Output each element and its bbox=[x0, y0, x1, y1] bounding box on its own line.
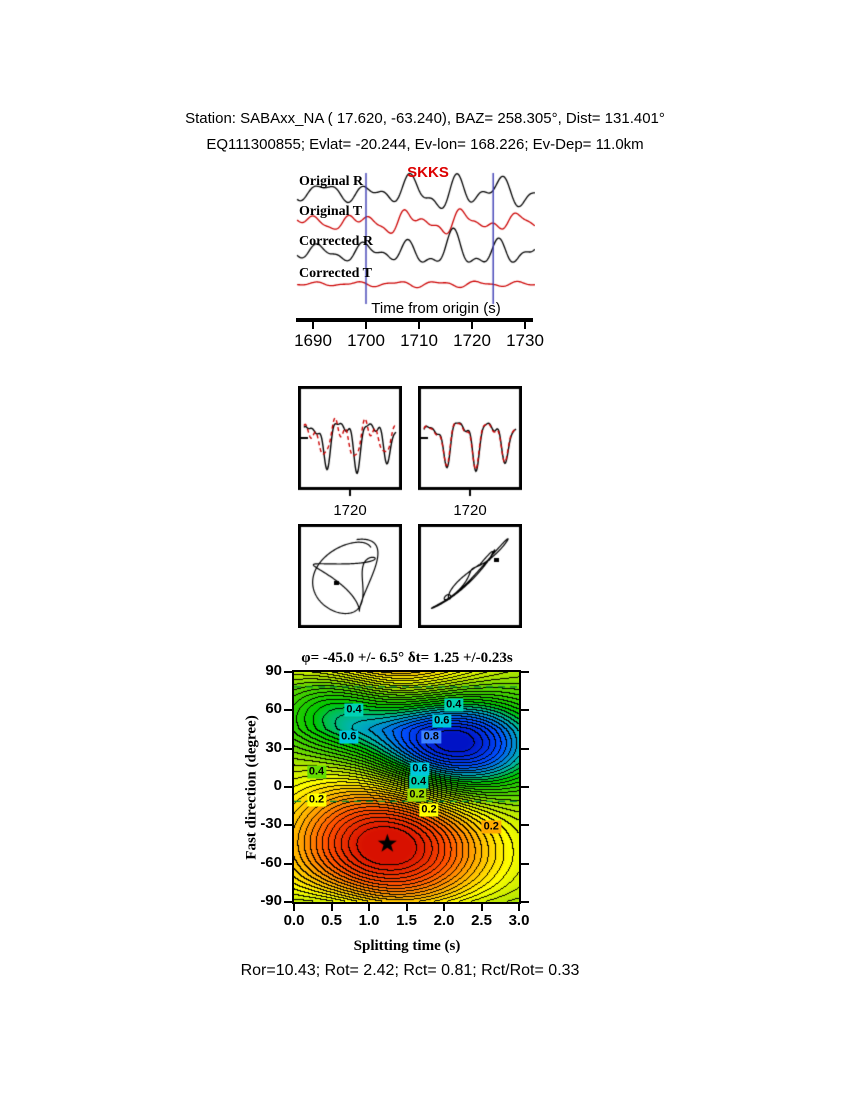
fastdir-y-tick-right bbox=[521, 709, 529, 712]
time-axis-tick bbox=[471, 322, 473, 329]
fastdir-y-tick-right bbox=[521, 747, 529, 750]
time-axis-tick-label: 1710 bbox=[400, 331, 438, 350]
time-axis-tick-label: 1720 bbox=[453, 331, 491, 350]
time-axis-label: Time from origin (s) bbox=[371, 300, 501, 317]
phase-label: SKKS bbox=[407, 164, 449, 181]
fastdir-y-tick-left bbox=[284, 901, 292, 903]
contour-label: 0.2 bbox=[419, 803, 439, 817]
compare-left-tick-label: 1720 bbox=[333, 502, 367, 519]
splitting-x-tick bbox=[443, 904, 445, 911]
trace-label: Original R bbox=[299, 174, 364, 189]
splitting-x-tick-label: 3.0 bbox=[508, 912, 530, 929]
splitting-x-tick bbox=[330, 904, 333, 911]
waveform-compare-left-canvas bbox=[298, 386, 402, 498]
splitting-x-tick-label: 1.0 bbox=[358, 912, 380, 929]
time-axis-tick-label: 1730 bbox=[506, 331, 544, 350]
splitting-x-tick bbox=[368, 904, 370, 911]
contour-label: 0.2 bbox=[407, 788, 427, 802]
seismogram-canvas bbox=[295, 168, 535, 308]
splitting-x-tick bbox=[293, 904, 295, 911]
time-axis-tick-label: 1700 bbox=[347, 331, 385, 350]
fastdir-y-tick-left bbox=[284, 824, 292, 827]
fastdir-y-tick-label: 90 bbox=[265, 662, 282, 679]
contour-label: 0.2 bbox=[481, 820, 501, 834]
contour-label: 0.6 bbox=[410, 762, 430, 776]
fastdir-y-tick-left bbox=[284, 786, 292, 788]
splitting-x-tick bbox=[480, 904, 483, 911]
fastdir-y-tick-label: -30 bbox=[260, 815, 282, 833]
splitting-map-frame: 0.4 0.6 0.4 0.6 0.8 0.6 0.4 0.2 0.2 0.2 0.4 0.2 bbox=[292, 670, 521, 904]
splitting-x-tick-label: 2.0 bbox=[433, 912, 455, 929]
quality-ratios-text: Ror=10.43; Rot= 2.42; Rct= 0.81; Rct/Rot… bbox=[240, 962, 580, 979]
splitting-time-axis-label: Splitting time (s) bbox=[353, 938, 461, 954]
fastdir-y-tick-label: -60 bbox=[260, 853, 282, 871]
splitting-map-canvas bbox=[294, 672, 519, 902]
splitting-x-tick-label: 0.5 bbox=[321, 912, 342, 929]
contour-label: 0.4 bbox=[344, 703, 364, 717]
compare-right-tick-label: 1720 bbox=[453, 502, 487, 519]
splitting-x-tick bbox=[405, 904, 408, 911]
time-axis-tick bbox=[365, 322, 367, 329]
fastdir-y-tick-label: 30 bbox=[265, 738, 282, 756]
fastdir-y-tick-right bbox=[521, 901, 529, 903]
particle-motion-right-canvas bbox=[418, 524, 522, 628]
contour-label: 0.4 bbox=[306, 765, 327, 779]
time-axis-tick-label: 1690 bbox=[294, 331, 332, 350]
time-axis-line bbox=[296, 318, 533, 322]
fastdir-y-tick-right bbox=[521, 824, 529, 827]
splitting-x-tick-label: 0.0 bbox=[283, 912, 305, 929]
contour-label: 0.4 bbox=[408, 775, 429, 789]
fastdir-y-tick-right bbox=[521, 862, 529, 865]
trace-label: Original T bbox=[299, 204, 363, 219]
fastdir-y-tick-label: 60 bbox=[265, 700, 282, 718]
trace-label: Corrected R bbox=[299, 234, 373, 249]
trace-label: Corrected T bbox=[299, 266, 372, 281]
contour-label: 0.6 bbox=[339, 730, 359, 744]
header-station-info: Station: SABAxx_NA ( 17.620, -63.240), B… bbox=[185, 110, 665, 127]
time-axis-tick bbox=[524, 322, 526, 329]
fastdir-y-tick-left bbox=[284, 862, 292, 865]
particle-motion-left-canvas bbox=[298, 524, 402, 628]
header-event-info: EQ111300855; Evlat= -20.244, Ev-lon= 168… bbox=[206, 136, 644, 153]
fastdir-y-tick-label: 0 bbox=[273, 777, 282, 794]
contour-label: 0.8 bbox=[421, 730, 441, 744]
splitting-x-tick-label: 1.5 bbox=[396, 912, 417, 929]
splitting-result-title: φ= -45.0 +/- 6.5° δt= 1.25 +/-0.23s bbox=[301, 650, 513, 666]
waveform-compare-right-canvas bbox=[418, 386, 522, 498]
time-axis-tick bbox=[418, 322, 420, 329]
fastdir-y-tick-label: -90 bbox=[260, 892, 282, 909]
contour-label: 0.6 bbox=[432, 714, 452, 728]
fastdir-y-tick-left bbox=[284, 671, 292, 673]
splitting-x-tick bbox=[518, 904, 520, 911]
contour-label: 0.2 bbox=[306, 793, 327, 807]
fastdir-y-tick-left bbox=[284, 709, 292, 712]
fastdir-y-tick-left bbox=[284, 747, 292, 750]
time-axis-tick bbox=[312, 322, 314, 329]
fastdir-y-tick-right bbox=[521, 786, 529, 788]
splitting-x-tick-label: 2.5 bbox=[471, 912, 492, 929]
contour-label: 0.4 bbox=[444, 698, 464, 712]
fastdir-y-tick-right bbox=[521, 671, 529, 673]
